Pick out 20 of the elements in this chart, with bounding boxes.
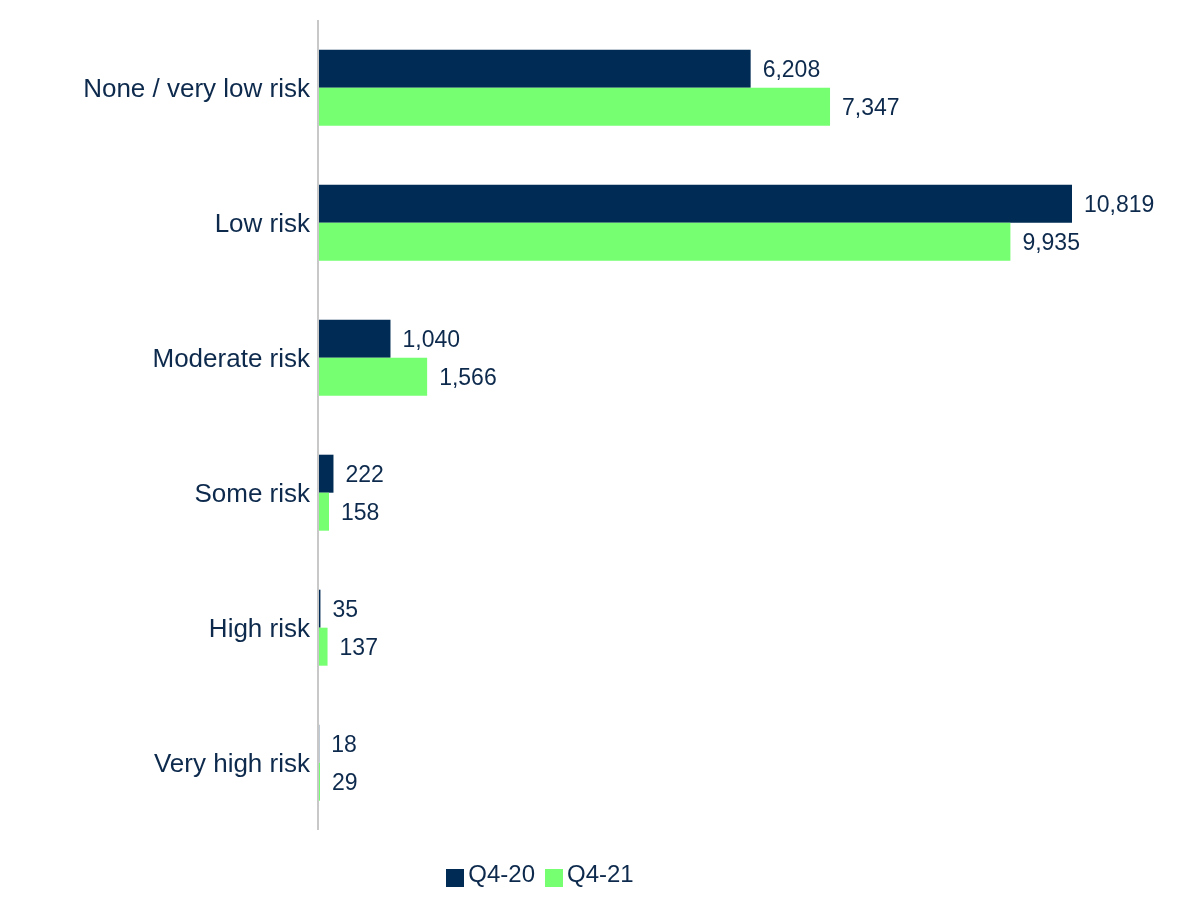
data-label: 10,819 xyxy=(1084,190,1155,217)
data-label: 1,566 xyxy=(439,363,497,390)
y-tick-label: Some risk xyxy=(194,477,311,508)
y-tick-label: Low risk xyxy=(214,207,311,238)
data-label: 29 xyxy=(332,768,358,795)
data-label: 7,347 xyxy=(842,93,900,120)
data-label: 222 xyxy=(345,460,384,487)
data-label: 137 xyxy=(339,633,378,660)
data-label: 158 xyxy=(341,498,380,525)
y-tick-label: Very high risk xyxy=(153,747,311,778)
y-tick-label: High risk xyxy=(208,612,311,643)
legend-label: Q4-21 xyxy=(567,860,634,887)
data-label: 9,935 xyxy=(1022,228,1080,255)
y-tick-label: Moderate risk xyxy=(152,342,311,373)
data-label: 6,208 xyxy=(762,55,821,82)
data-label: 18 xyxy=(331,730,357,757)
data-label: 1,040 xyxy=(402,325,461,352)
legend-label: Q4-20 xyxy=(468,860,535,887)
y-tick-label: None / very low risk xyxy=(83,72,311,103)
data-label: 35 xyxy=(332,595,359,622)
